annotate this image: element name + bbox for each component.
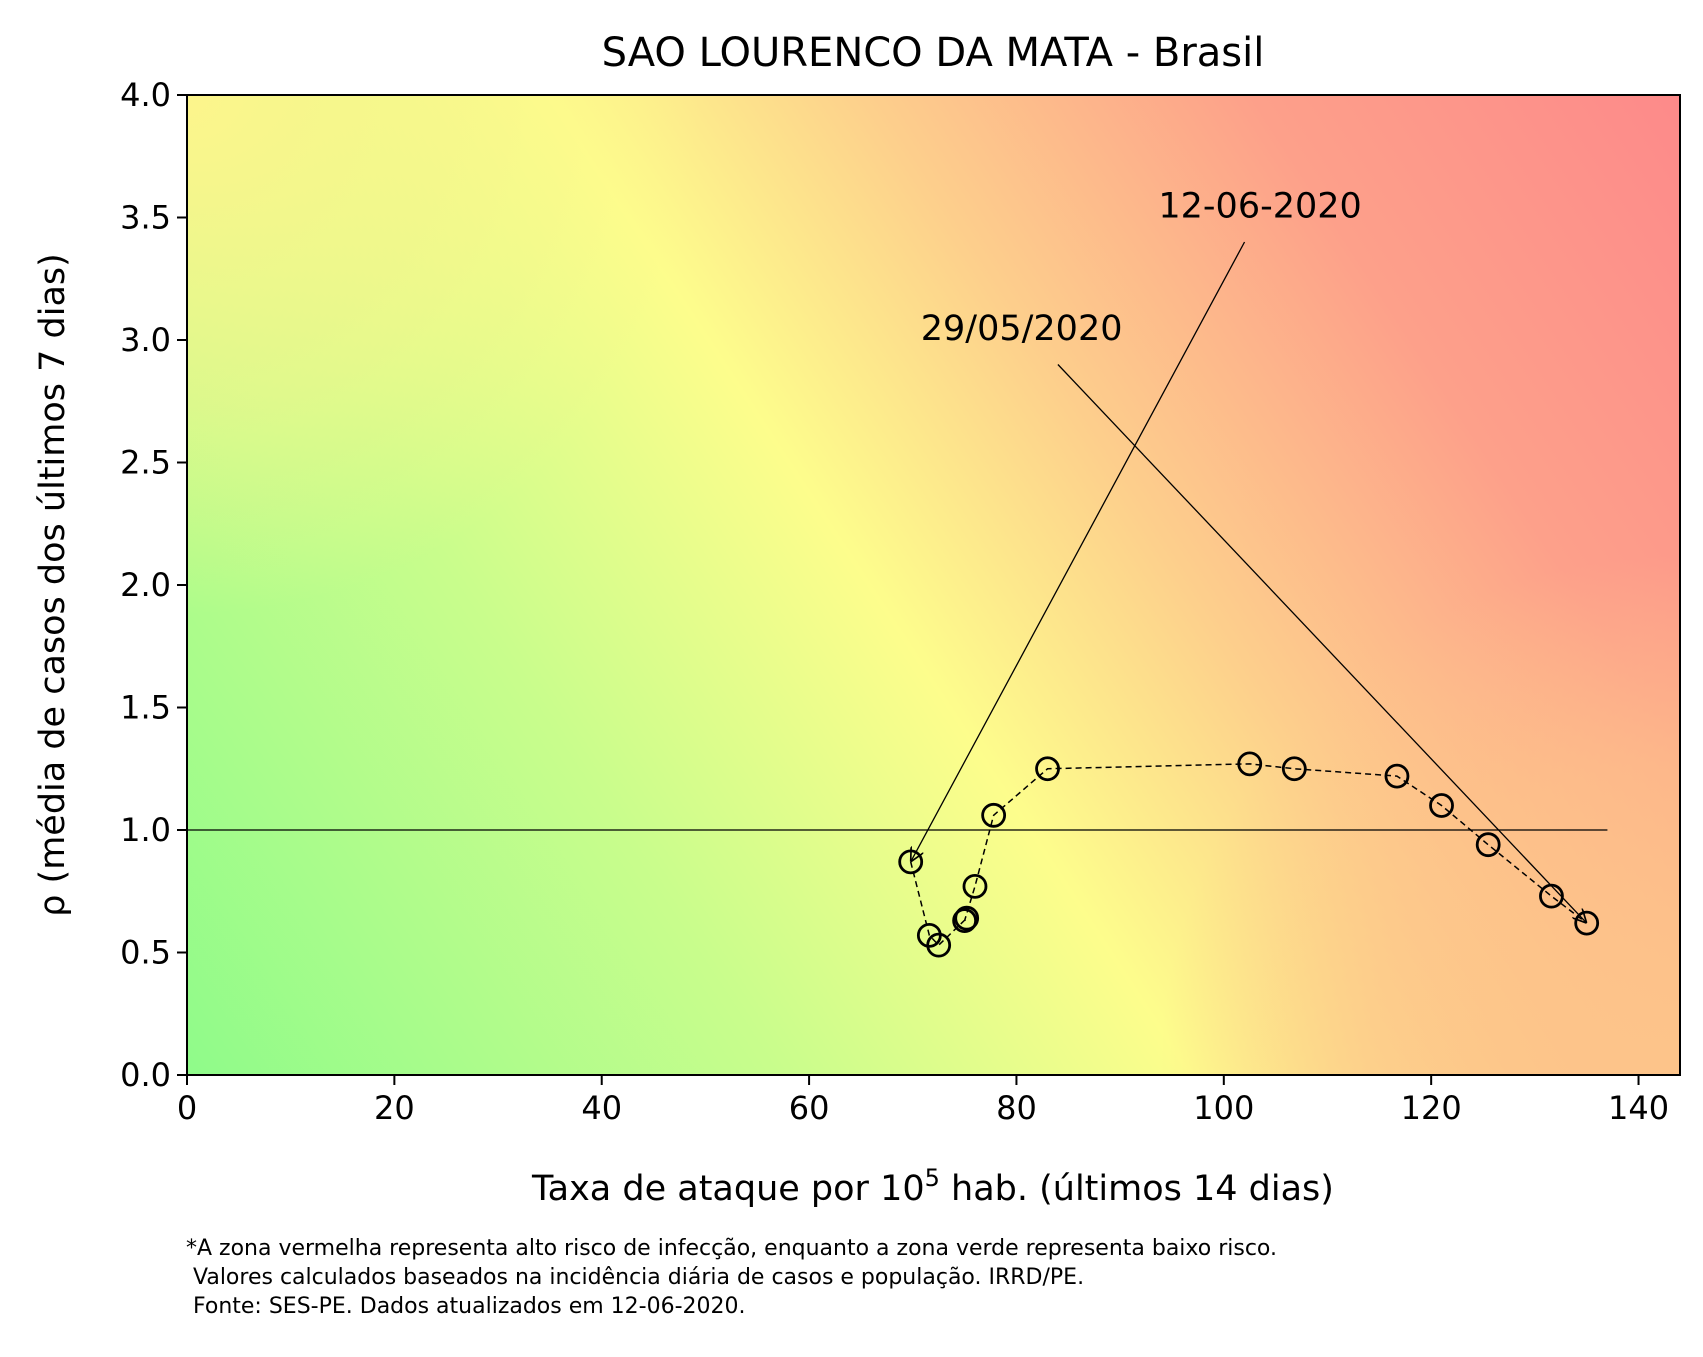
- y-tick-label: 3.5: [120, 199, 171, 237]
- annotation-label: 29/05/2020: [921, 309, 1123, 349]
- footnote-line-2: Valores calculados baseados na incidênci…: [186, 1265, 1085, 1290]
- x-tick-label: 60: [789, 1089, 830, 1127]
- x-tick-label: 20: [374, 1089, 415, 1127]
- y-tick-label: 4.0: [120, 76, 171, 114]
- data-point: [1384, 763, 1410, 789]
- y-axis: 0.0 0.5 1.0 1.5 2.0 2.5 3.0 3.5 4.0: [120, 76, 187, 1094]
- footnote-line-1: *A zona vermelha representa alto risco d…: [186, 1236, 1277, 1261]
- x-tick-label: 120: [1401, 1089, 1462, 1127]
- y-tick-label: 0.0: [120, 1056, 171, 1094]
- data-point: [962, 873, 988, 899]
- data-point: [1475, 832, 1501, 858]
- x-tick-label: 100: [1193, 1089, 1254, 1127]
- data-point: [1237, 751, 1263, 777]
- x-tick-label: 40: [581, 1089, 622, 1127]
- data-point: [981, 802, 1007, 828]
- x-axis-label-exponent: 5: [925, 1164, 940, 1192]
- x-axis: 0 20 40 60 80 100 120 140: [177, 1075, 1669, 1127]
- data-point: [954, 905, 980, 931]
- annotation-layer: 12-06-2020 29/05/2020: [911, 187, 1587, 924]
- annotation-arrow: [911, 241, 1246, 862]
- y-tick-label: 3.0: [120, 321, 171, 359]
- data-point: [1281, 756, 1307, 782]
- footnote-line-3: Fonte: SES-PE. Dados atualizados em 12-0…: [186, 1294, 746, 1319]
- x-axis-label: Taxa de ataque por 105 hab. (últimos 14 …: [531, 1164, 1334, 1209]
- y-tick-label: 1.5: [120, 689, 171, 727]
- y-tick-label: 2.5: [120, 444, 171, 482]
- plot-background: [187, 95, 1680, 1075]
- data-point: [952, 908, 978, 934]
- data-point: [1035, 756, 1060, 782]
- plot-layer: [187, 751, 1608, 958]
- chart-title: SAO LOURENCO DA MATA - Brasil: [602, 30, 1265, 76]
- series-line: [909, 763, 1588, 947]
- x-tick-label: 0: [177, 1089, 197, 1127]
- annotation-arrow: [1057, 364, 1587, 924]
- y-tick-label: 0.5: [120, 934, 171, 972]
- data-point: [1429, 793, 1454, 818]
- data-point: [926, 932, 952, 958]
- x-tick-label: 140: [1608, 1089, 1669, 1127]
- y-tick-label: 2.0: [120, 566, 171, 604]
- y-axis-label: ρ (média de casos dos últimos 7 dias): [33, 253, 73, 917]
- x-tick-label: 80: [996, 1089, 1037, 1127]
- annotation-label: 12-06-2020: [1158, 187, 1361, 227]
- y-tick-label: 1.0: [120, 811, 171, 849]
